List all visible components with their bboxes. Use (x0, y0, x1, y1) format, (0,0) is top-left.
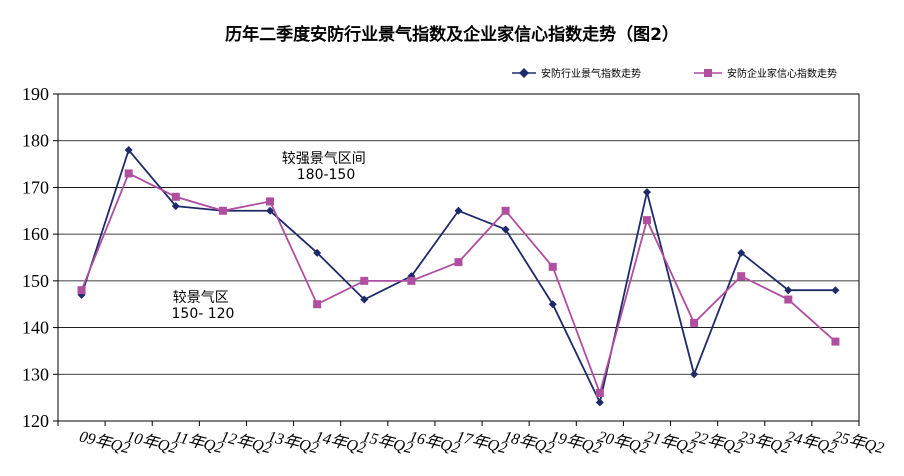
x-tick-label: 21年Q2 (643, 427, 697, 457)
y-axis-ticks: 120 130 140 150 160 170 180 190 (22, 84, 58, 431)
series-2-point (595, 388, 604, 397)
series-2-point (831, 337, 840, 346)
series-2-point (690, 318, 699, 327)
y-tick-label: 150 (22, 271, 49, 291)
x-tick-label: 20年Q2 (596, 427, 650, 457)
series-2-point (124, 169, 133, 178)
series-2-point (77, 286, 86, 295)
series-1-point (171, 202, 180, 211)
annotations: 较强景气区间 180-150 较景气区 150- 120 (172, 151, 370, 322)
x-tick-label: 19年Q2 (549, 427, 603, 457)
y-tick-label: 120 (22, 411, 49, 431)
series-1-point (642, 188, 651, 197)
series-2-point (784, 295, 793, 304)
plot-area (57, 93, 860, 422)
plot-border (57, 93, 860, 422)
series-1-line (80, 148, 836, 406)
legend-marker-series-2 (704, 69, 712, 77)
x-tick-label: 14年Q2 (313, 427, 367, 457)
x-tick-label: 12年Q2 (219, 427, 273, 457)
series-2-point (407, 276, 416, 285)
series-1-point (313, 248, 322, 257)
y-tick-label: 180 (22, 131, 49, 151)
series-1-point (124, 146, 133, 155)
chart-title: 历年二季度安防行业景气指数及企业家信心指数走势（图2） (225, 24, 679, 45)
series-2-point (501, 206, 510, 215)
gridlines (58, 140, 859, 375)
series-2-point (737, 272, 746, 281)
series-1-point (266, 206, 275, 215)
series-2-point (218, 206, 227, 215)
annotation-moderate-zone: 较景气区 150- 120 (172, 290, 235, 322)
y-tick-label: 130 (22, 364, 49, 384)
series-1-point (690, 370, 699, 379)
series-1 (77, 146, 840, 407)
series-2-point (266, 197, 275, 206)
x-tick-label: 09年Q2 (78, 427, 132, 457)
series-1-point (501, 225, 510, 234)
x-tick-label: 23年Q2 (737, 427, 791, 457)
series-2-point (360, 276, 369, 285)
y-tick-label: 140 (22, 318, 49, 338)
series-2-point (642, 216, 651, 225)
series-1-point (360, 295, 369, 304)
x-tick-label: 18年Q2 (502, 427, 556, 457)
annotation-strong-zone-line-2: 180-150 (297, 167, 356, 183)
series-1-point (454, 206, 463, 215)
x-tick-label: 22年Q2 (690, 427, 744, 457)
series-1-point (831, 286, 840, 295)
annotation-strong-zone-line-1: 较强景气区间 (282, 151, 366, 167)
series-2-point (548, 262, 557, 271)
x-tick-label: 24年Q2 (784, 427, 838, 457)
annotation-strong-zone: 较强景气区间 180-150 (282, 151, 370, 183)
x-tick-label: 16年Q2 (407, 427, 461, 457)
series-1-point (595, 398, 604, 407)
x-tick-label: 25年Q2 (831, 427, 885, 457)
y-tick-label: 170 (22, 177, 49, 197)
x-tick-label: 17年Q2 (455, 427, 509, 457)
series-layer (77, 146, 840, 407)
series-2 (77, 169, 840, 397)
series-2-point (454, 258, 463, 267)
x-tick-label: 11年Q2 (172, 427, 225, 457)
series-2-point (171, 192, 180, 201)
legend-label-series-2: 安防企业家信心指数走势 (727, 67, 837, 80)
series-1-point (784, 286, 793, 295)
x-tick-label: 15年Q2 (360, 427, 414, 457)
series-1-point (548, 300, 557, 309)
legend: 安防行业景气指数走势 安防企业家信心指数走势 (512, 67, 837, 80)
legend-marker-series-1 (519, 68, 529, 78)
x-tick-label: 10年Q2 (125, 427, 179, 457)
y-tick-label: 190 (22, 84, 49, 104)
x-tick-label: 13年Q2 (266, 427, 320, 457)
series-1-point (737, 248, 746, 257)
legend-label-series-1: 安防行业景气指数走势 (541, 67, 641, 80)
series-2-point (313, 300, 322, 309)
series-2-line (80, 172, 837, 396)
x-axis-ticks: 09年Q210年Q211年Q212年Q213年Q214年Q215年Q216年Q2… (57, 421, 886, 457)
annotation-moderate-zone-line-1: 较景气区 (173, 290, 229, 306)
y-tick-label: 160 (22, 224, 49, 244)
annotation-moderate-zone-line-2: 150- 120 (172, 306, 235, 322)
